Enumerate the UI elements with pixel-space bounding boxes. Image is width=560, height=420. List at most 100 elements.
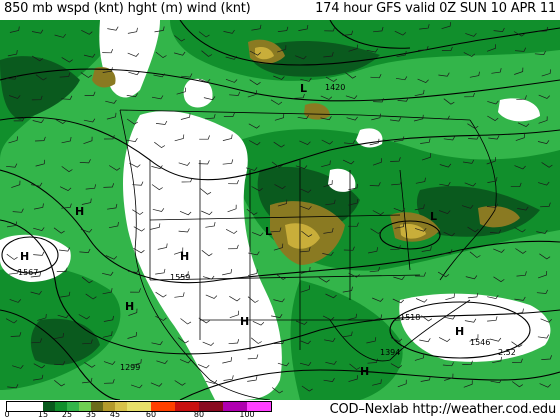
wind-barb: [6, 253, 18, 260]
wind-barb: [277, 199, 288, 207]
wind-barb: [102, 271, 114, 276]
wind-barb: [469, 334, 479, 342]
wind-barb: [103, 361, 116, 365]
wind-barb: [389, 117, 402, 122]
wind-barb: [371, 113, 381, 121]
legend-swatch: [55, 402, 67, 411]
wind-barb: [321, 160, 331, 168]
wind-barb: [390, 337, 403, 343]
wind-barb: [151, 341, 163, 346]
wind-barb: [369, 138, 380, 146]
wind-barb: [82, 339, 93, 345]
wind-barb: [515, 248, 527, 254]
wind-barb: [421, 315, 433, 322]
wind-barb: [132, 209, 144, 215]
wind-barb: [347, 222, 359, 227]
high-center-label: H: [240, 315, 249, 328]
wind-barb: [273, 298, 285, 303]
wind-barb: [489, 337, 502, 342]
wind-barb: [514, 47, 527, 52]
wind-barb: [56, 267, 68, 272]
wind-barb: [200, 188, 212, 195]
wind-barb: [295, 165, 308, 170]
wind-barb: [438, 115, 450, 120]
wind-barb: [61, 95, 73, 100]
wind-barb: [517, 122, 530, 128]
wind-barb: [222, 159, 234, 165]
legend-colorbar: [6, 401, 272, 412]
wind-barb: [394, 30, 407, 36]
wind-barb: [223, 29, 235, 34]
wind-barb: [103, 315, 114, 322]
wind-barb: [250, 337, 262, 344]
wind-barb: [248, 123, 260, 129]
wind-barb: [173, 247, 184, 255]
wind-barb: [537, 334, 550, 339]
wind-barb: [469, 71, 480, 78]
legend-swatch: [79, 402, 91, 411]
wind-barb: [464, 318, 477, 323]
wind-barb: [487, 176, 498, 183]
wind-barb: [299, 340, 311, 345]
wind-barb: [443, 231, 455, 237]
wind-barb: [491, 68, 502, 74]
wind-barb: [107, 26, 119, 31]
wind-barb: [441, 22, 451, 30]
wind-barb: [300, 285, 310, 293]
wind-barb: [394, 222, 405, 229]
wind-barb: [493, 27, 505, 32]
wind-barb: [30, 290, 42, 295]
wind-barb: [322, 315, 335, 321]
wind-barb: [11, 180, 21, 188]
wind-barb: [53, 227, 65, 234]
wind-barb: [536, 230, 548, 234]
wind-barb: [461, 204, 474, 209]
wind-barb: [154, 141, 166, 149]
wind-barb: [181, 73, 193, 78]
wind-barb: [251, 186, 263, 192]
high-center-label: H: [20, 250, 29, 263]
wind-barb: [300, 266, 311, 274]
forecast-valid-time: 174 hour GFS valid 0Z SUN 10 APR 11: [315, 1, 556, 16]
wind-barb: [349, 363, 361, 370]
wind-barb: [534, 50, 546, 55]
map-title: 850 mb wspd (knt) hght (m) wind (knt): [4, 1, 251, 16]
low-center-label: L: [265, 225, 272, 238]
wind-barb: [205, 222, 216, 228]
height-contours: [0, 20, 560, 400]
wind-barb: [252, 320, 265, 326]
wind-barb: [488, 135, 500, 140]
wind-barb: [151, 184, 163, 191]
wind-barb: [31, 338, 43, 344]
wind-barb: [318, 277, 330, 283]
wind-barb: [536, 289, 549, 294]
wind-barb: [393, 207, 406, 212]
wind-barb: [12, 208, 24, 213]
wind-barb: [541, 162, 553, 168]
wind-barb: [33, 227, 45, 232]
wind-barb: [396, 50, 407, 58]
wind-barb: [7, 50, 18, 57]
wind-barb: [537, 140, 550, 144]
wind-barb: [414, 353, 425, 361]
credit-text: COD–Nexlab http://weather.cod.edu: [329, 402, 557, 417]
wind-barb: [223, 375, 234, 381]
wind-barb: [155, 268, 166, 275]
wind-barb: [514, 296, 526, 301]
wind-barb: [443, 136, 456, 141]
wind-barb: [228, 179, 239, 185]
wind-barb: [178, 228, 190, 233]
wind-barb: [366, 337, 377, 344]
wind-barb: [342, 286, 353, 293]
wind-barb: [6, 75, 18, 80]
wind-barb: [181, 177, 193, 183]
wind-barb: [421, 246, 432, 252]
wind-barb: [420, 375, 431, 382]
legend-tick-label: 45: [109, 410, 121, 419]
height-value: 1559: [170, 273, 190, 282]
wind-barb: [133, 247, 145, 254]
wind-barb: [372, 210, 384, 216]
wind-barb: [343, 246, 355, 251]
wind-barb: [61, 57, 73, 63]
height-value: 2.52: [498, 348, 516, 357]
